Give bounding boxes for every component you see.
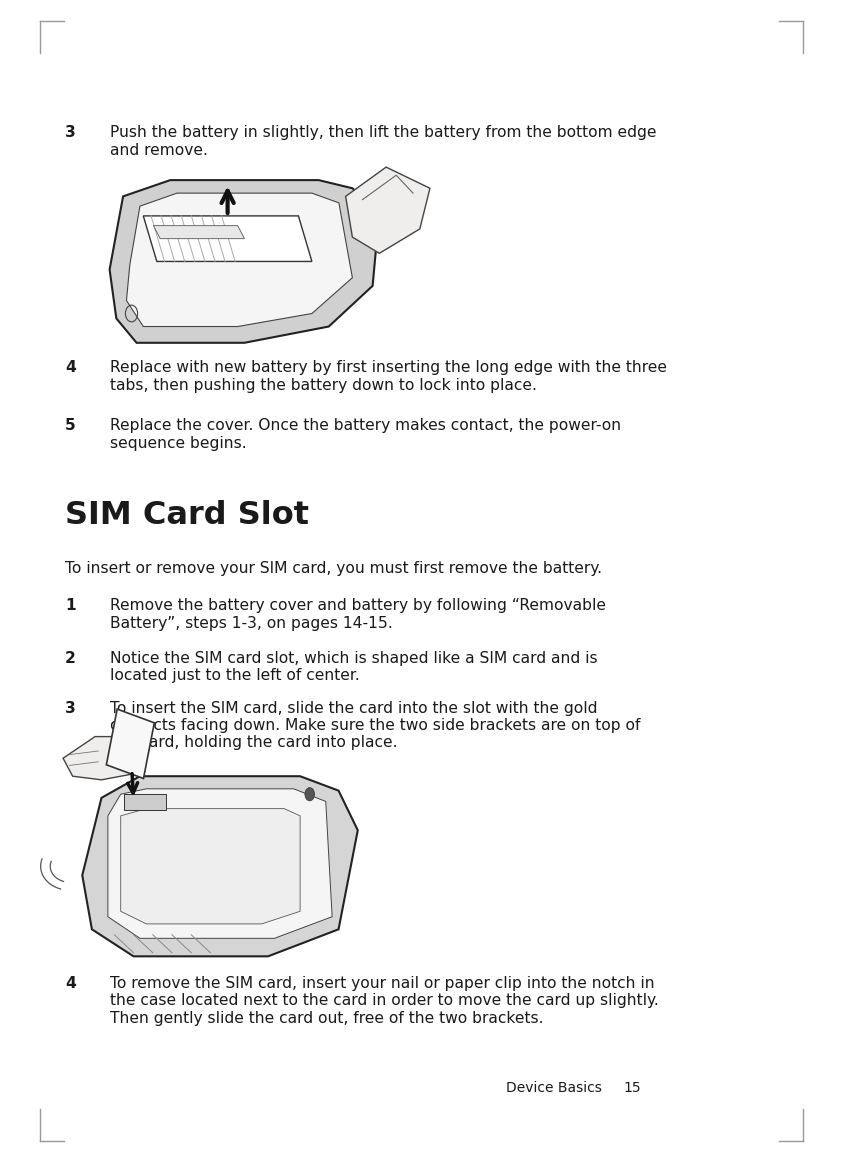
Polygon shape xyxy=(153,225,244,238)
Text: 1: 1 xyxy=(65,598,76,614)
Text: To insert the SIM card, slide the card into the slot with the gold
contacts faci: To insert the SIM card, slide the card i… xyxy=(110,701,640,751)
Polygon shape xyxy=(63,737,147,780)
Text: 4: 4 xyxy=(65,360,76,375)
Text: Replace the cover. Once the battery makes contact, the power-on
sequence begins.: Replace the cover. Once the battery make… xyxy=(110,418,620,451)
Text: To remove the SIM card, insert your nail or paper clip into the notch in
the cas: To remove the SIM card, insert your nail… xyxy=(110,976,658,1026)
Polygon shape xyxy=(108,789,332,939)
Text: 4: 4 xyxy=(65,976,76,991)
Polygon shape xyxy=(106,709,154,779)
Text: 3: 3 xyxy=(65,125,76,141)
Text: To insert or remove your SIM card, you must first remove the battery.: To insert or remove your SIM card, you m… xyxy=(65,561,602,576)
Text: Replace with new battery by first inserting the long edge with the three
tabs, t: Replace with new battery by first insert… xyxy=(110,360,667,393)
Text: Remove the battery cover and battery by following “Removable
Battery”, steps 1-3: Remove the battery cover and battery by … xyxy=(110,598,605,631)
Text: 3: 3 xyxy=(65,701,76,716)
Polygon shape xyxy=(124,795,165,810)
Text: SIM Card Slot: SIM Card Slot xyxy=(65,500,309,531)
Polygon shape xyxy=(83,776,357,956)
Polygon shape xyxy=(110,180,379,343)
Text: Device Basics: Device Basics xyxy=(506,1081,602,1095)
Text: 2: 2 xyxy=(65,651,76,666)
Text: Notice the SIM card slot, which is shaped like a SIM card and is
located just to: Notice the SIM card slot, which is shape… xyxy=(110,651,597,683)
Circle shape xyxy=(305,788,314,801)
Polygon shape xyxy=(346,167,430,253)
Text: 5: 5 xyxy=(65,418,76,433)
Polygon shape xyxy=(126,193,352,327)
Polygon shape xyxy=(121,809,300,924)
Text: 15: 15 xyxy=(624,1081,642,1095)
Polygon shape xyxy=(143,216,312,261)
Text: Push the battery in slightly, then lift the battery from the bottom edge
and rem: Push the battery in slightly, then lift … xyxy=(110,125,656,158)
